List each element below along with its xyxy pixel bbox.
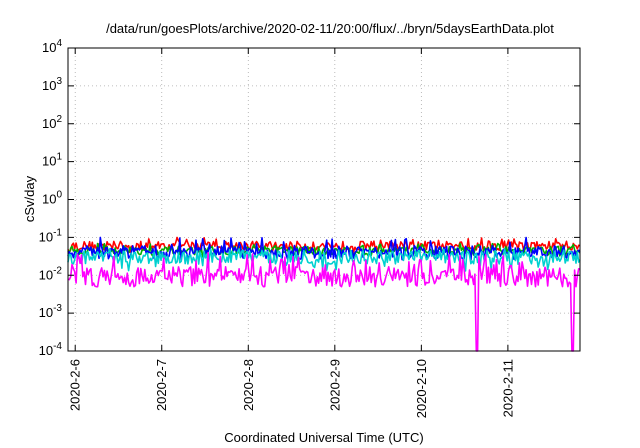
x-tick-label: 2020-2-11 bbox=[500, 359, 515, 417]
x-tick-label: 2020-2-10 bbox=[414, 359, 429, 418]
x-tick-label: 2020-2-6 bbox=[68, 359, 83, 411]
y-tick-label: 10-3 bbox=[39, 303, 63, 320]
y-tick-label: 10-1 bbox=[39, 227, 63, 244]
x-tick-label: 2020-2-9 bbox=[327, 359, 342, 411]
axes: 10-4 10-3 10-2 10-1 100 101 102 103 104 2020-2-6 2… bbox=[39, 38, 580, 418]
series-lines bbox=[67, 236, 581, 352]
y-tick-label: 101 bbox=[42, 152, 62, 169]
x-axis-label: Coordinated Universal Time (UTC) bbox=[224, 430, 423, 445]
y-tick-label: 104 bbox=[42, 38, 62, 55]
x-tick-label: 2020-2-7 bbox=[154, 359, 169, 411]
y-tick-label: 10-4 bbox=[39, 341, 63, 358]
series-line bbox=[67, 248, 581, 272]
series-line bbox=[67, 251, 581, 352]
y-tick-label: 10-2 bbox=[39, 265, 63, 282]
series-line bbox=[67, 236, 581, 254]
y-tick-label: 103 bbox=[42, 76, 62, 93]
plot-frame bbox=[67, 47, 581, 352]
y-tick-label: 102 bbox=[42, 114, 62, 131]
y-axis-label: cSv/day bbox=[22, 175, 37, 222]
y-tick-label: 100 bbox=[42, 190, 62, 207]
x-tick-label: 2020-2-8 bbox=[241, 359, 256, 411]
chart-title: /data/run/goesPlots/archive/2020-02-11/2… bbox=[106, 21, 554, 36]
